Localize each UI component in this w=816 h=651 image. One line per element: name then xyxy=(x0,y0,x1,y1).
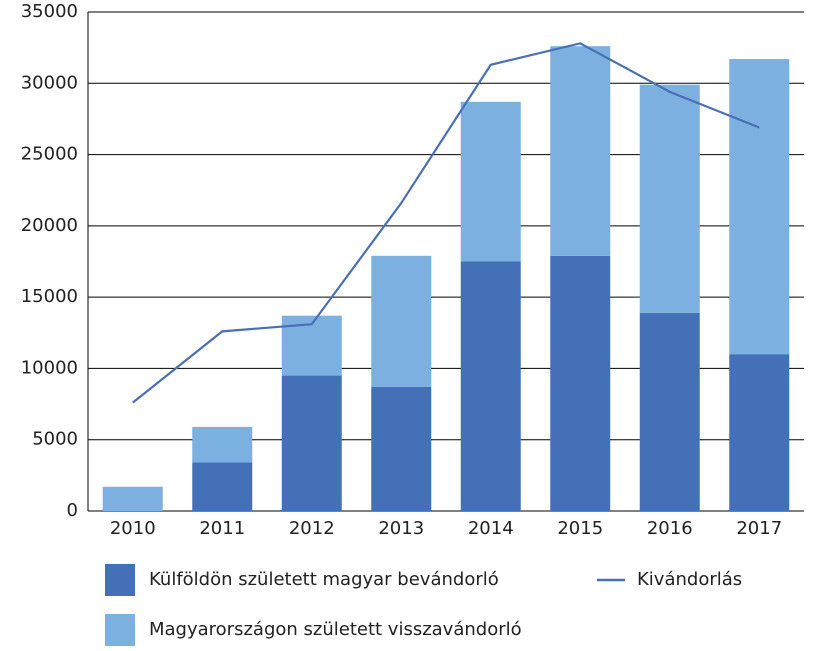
bar xyxy=(371,255,432,387)
legend-swatch xyxy=(105,564,135,596)
legend-label: Külföldön született magyar bevándorló xyxy=(149,569,499,590)
bar xyxy=(639,312,700,511)
line xyxy=(132,42,760,404)
bar xyxy=(371,386,432,511)
bar xyxy=(192,462,253,511)
x-tick-label: 2011 xyxy=(199,518,245,539)
y-tick-label: 15000 xyxy=(21,286,78,307)
bar xyxy=(460,261,521,511)
bar xyxy=(639,84,700,313)
bar xyxy=(729,59,790,355)
bar xyxy=(281,375,342,511)
x-tick-label: 2013 xyxy=(378,518,424,539)
legend-swatch xyxy=(105,614,135,646)
bar xyxy=(729,354,790,511)
y-tick-label: 10000 xyxy=(21,357,78,378)
y-tick-label: 35000 xyxy=(21,1,78,22)
y-tick-label: 25000 xyxy=(21,144,78,165)
x-tick-label: 2014 xyxy=(468,518,514,539)
bar xyxy=(460,101,521,262)
x-tick-label: 2015 xyxy=(557,518,603,539)
legend-label: Magyarországon született visszavándorló xyxy=(149,619,522,640)
y-tick-label: 5000 xyxy=(32,429,78,450)
x-tick-label: 2010 xyxy=(110,518,156,539)
y-tick-label: 30000 xyxy=(21,72,78,93)
bar xyxy=(192,426,253,463)
legend-label: Kivándorlás xyxy=(637,569,742,590)
bar xyxy=(102,486,163,511)
y-tick-label: 20000 xyxy=(21,215,78,236)
y-tick-label: 0 xyxy=(67,500,78,521)
x-tick-label: 2016 xyxy=(647,518,693,539)
x-tick-label: 2012 xyxy=(289,518,335,539)
x-tick-label: 2017 xyxy=(736,518,782,539)
bar xyxy=(550,46,611,256)
bar xyxy=(550,255,611,511)
